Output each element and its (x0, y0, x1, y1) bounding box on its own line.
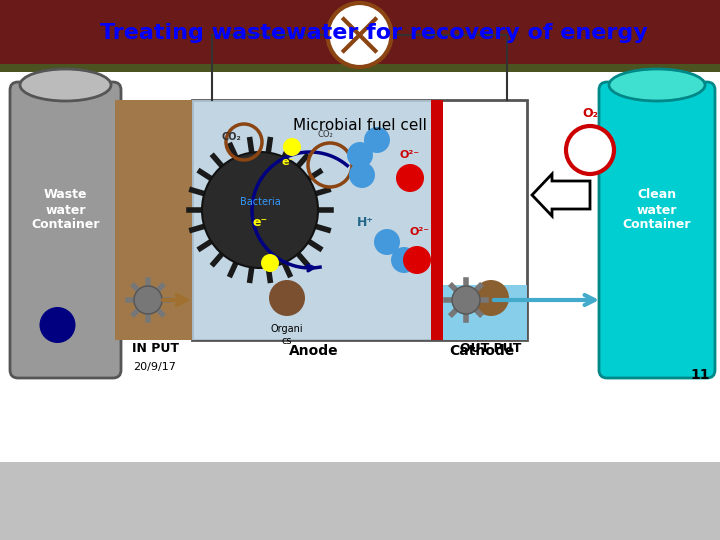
Circle shape (566, 126, 614, 174)
Circle shape (391, 247, 417, 273)
Text: CO₂: CO₂ (317, 130, 333, 139)
Text: Cathode: Cathode (449, 344, 514, 358)
Circle shape (403, 246, 431, 274)
Circle shape (452, 286, 480, 314)
Circle shape (261, 254, 279, 272)
Text: H⁺: H⁺ (356, 215, 374, 228)
Circle shape (328, 3, 392, 67)
Text: Bacteria: Bacteria (240, 197, 280, 207)
Text: O₂: O₂ (582, 107, 598, 120)
Circle shape (374, 229, 400, 255)
Ellipse shape (609, 69, 705, 101)
Bar (431, 100, 443, 340)
Text: e⁻: e⁻ (253, 215, 268, 228)
Bar (0, 0, 720, 462)
Circle shape (396, 164, 424, 192)
Text: Anode: Anode (289, 344, 339, 358)
Text: O²⁻: O²⁻ (410, 227, 430, 237)
Bar (0, 462, 720, 472)
Bar (115, 100, 192, 340)
Text: O²⁻: O²⁻ (400, 150, 420, 160)
Ellipse shape (20, 69, 111, 101)
Text: Clean
water
Container: Clean water Container (623, 188, 691, 232)
Circle shape (40, 307, 76, 343)
Bar (0, 64, 720, 72)
Circle shape (202, 152, 318, 268)
Text: e⁻: e⁻ (282, 157, 294, 167)
FancyBboxPatch shape (599, 82, 715, 378)
Text: IN PUT: IN PUT (132, 342, 179, 355)
Text: Treating wastewater for recovery of energy: Treating wastewater for recovery of ener… (100, 23, 648, 43)
Text: OUT PUT: OUT PUT (460, 342, 522, 355)
Circle shape (134, 286, 162, 314)
Text: 11: 11 (690, 368, 710, 382)
FancyBboxPatch shape (10, 82, 121, 378)
Circle shape (473, 280, 509, 316)
FancyArrow shape (532, 174, 590, 216)
Circle shape (364, 127, 390, 153)
Circle shape (347, 142, 373, 168)
Text: Microbial fuel cell: Microbial fuel cell (292, 118, 426, 133)
Bar (0, 0, 720, 65)
Bar (192, 100, 436, 340)
Circle shape (283, 138, 301, 156)
Bar (192, 100, 527, 340)
Bar (0, 0, 720, 465)
Circle shape (269, 280, 305, 316)
Text: CO₂: CO₂ (222, 132, 242, 142)
Circle shape (349, 162, 375, 188)
Text: Waste
water
Container: Waste water Container (31, 188, 100, 232)
Text: 20/9/17: 20/9/17 (134, 362, 176, 372)
Bar (0, 462, 720, 540)
Text: Organi
cs: Organi cs (271, 324, 303, 346)
Bar (443, 285, 527, 340)
